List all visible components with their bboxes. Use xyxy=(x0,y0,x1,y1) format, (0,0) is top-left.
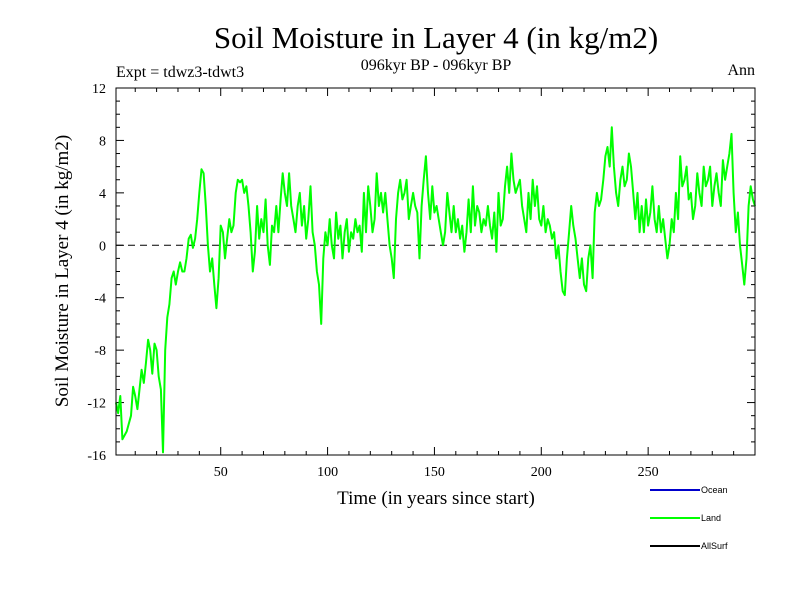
plot-area-frame xyxy=(115,87,756,456)
x-tick-label: 100 xyxy=(317,465,338,480)
series-line-land xyxy=(115,126,756,454)
legend-label-land: Land xyxy=(701,513,721,523)
data-series xyxy=(115,126,756,454)
period-label: Ann xyxy=(727,62,755,79)
axis-ticks xyxy=(116,87,755,456)
y-tick-label: 4 xyxy=(99,187,106,202)
chart-title: Soil Moisture in Layer 4 (in kg/m2) xyxy=(214,20,658,55)
y-tick-label: -4 xyxy=(94,292,106,307)
legend-label-ocean: Ocean xyxy=(701,485,728,495)
y-axis-label: Soil Moisture in Layer 4 (in kg/m2) xyxy=(52,135,73,407)
y-tick-label: -16 xyxy=(87,449,106,464)
x-tick-labels: 50 100 150 200 250 xyxy=(214,465,659,480)
x-tick-label: 200 xyxy=(531,465,552,480)
legend-label-allsurf: AllSurf xyxy=(701,541,728,551)
y-tick-label: 12 xyxy=(92,82,106,97)
y-tick-label: -12 xyxy=(87,397,106,412)
y-tick-label: -8 xyxy=(94,344,106,359)
x-tick-label: 250 xyxy=(638,465,659,480)
legend: Ocean Land AllSurf xyxy=(650,485,728,551)
y-tick-labels: -16 -12 -8 -4 0 4 8 12 xyxy=(87,82,106,464)
y-tick-label: 0 xyxy=(99,239,106,254)
chart-subtitle: 096kyr BP - 096kyr BP xyxy=(361,57,512,74)
y-tick-label: 8 xyxy=(99,134,106,149)
x-tick-label: 150 xyxy=(424,465,445,480)
x-tick-label: 50 xyxy=(214,465,228,480)
x-axis-label: Time (in years since start) xyxy=(337,488,535,509)
experiment-label: Expt = tdwz3-tdwt3 xyxy=(116,64,244,81)
